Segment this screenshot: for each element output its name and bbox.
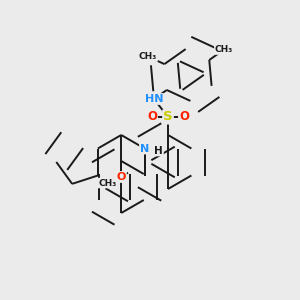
Text: H: H <box>154 146 163 155</box>
Text: O: O <box>116 172 126 182</box>
Text: S: S <box>163 110 173 124</box>
Text: N: N <box>140 143 149 154</box>
Text: CH₃: CH₃ <box>98 178 116 188</box>
Text: O: O <box>179 110 189 124</box>
Text: CH₃: CH₃ <box>215 45 233 54</box>
Text: HN: HN <box>145 94 163 104</box>
Text: O: O <box>147 110 157 124</box>
Text: CH₃: CH₃ <box>139 52 157 61</box>
